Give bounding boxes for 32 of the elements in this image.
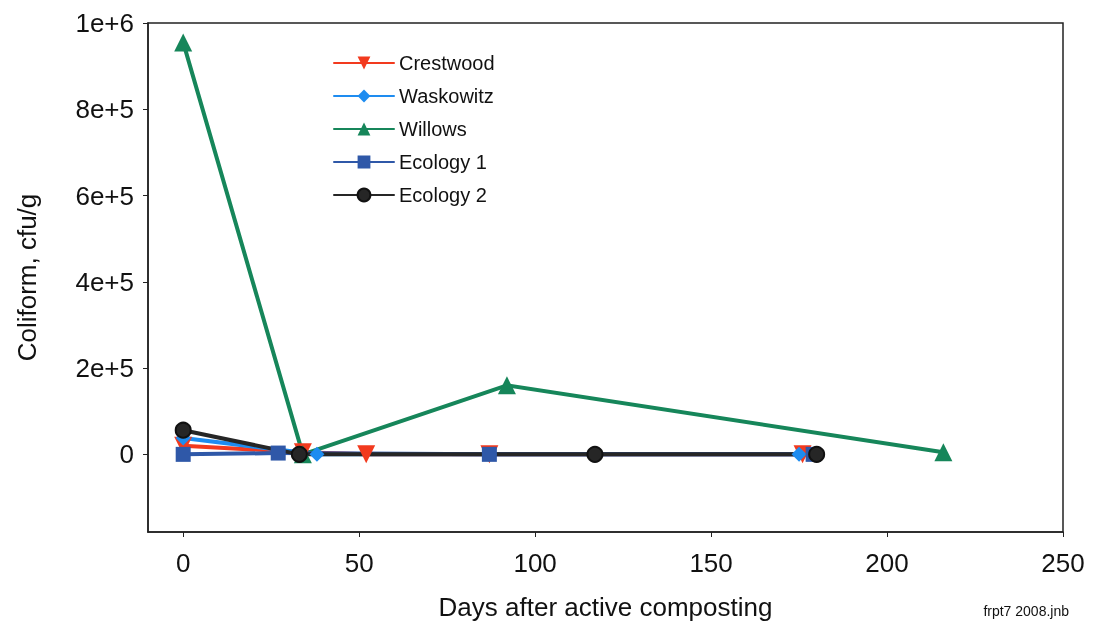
point (270, 445, 286, 461)
legend-label: Crestwood (399, 52, 495, 74)
legend-label: Waskowitz (399, 85, 494, 107)
x-tick-label: 100 (513, 548, 557, 578)
legend-label: Ecology 1 (399, 151, 487, 173)
y-tick-label: 0 (119, 439, 134, 470)
x-tick-label: 200 (865, 548, 909, 578)
point (174, 33, 193, 52)
x-tick-label: 250 (1041, 548, 1085, 578)
x-tick-label: 0 (175, 548, 191, 578)
y-tick-label: 4e+5 (75, 266, 134, 297)
legend-label: Ecology 2 (399, 184, 487, 206)
y-tick-label: 8e+5 (75, 94, 134, 125)
point (175, 446, 191, 462)
point (174, 421, 192, 439)
y-tick-label: 2e+5 (75, 353, 134, 384)
text: frpt7 2008.jnb (983, 603, 1070, 619)
point (290, 445, 308, 463)
y-tick-label: 1e+6 (75, 8, 134, 38)
point (357, 445, 376, 464)
point (586, 445, 604, 463)
point (791, 446, 807, 462)
point (808, 445, 826, 463)
y-tick-label: 6e+5 (75, 180, 134, 211)
y-axis-title: Coliform, cfu/g (12, 193, 42, 362)
x-axis-title: Days after active composting (438, 592, 773, 622)
point (934, 443, 953, 462)
legend-label: Willows (399, 118, 467, 140)
point (497, 376, 516, 395)
x-tick-label: 150 (689, 548, 733, 578)
point (309, 446, 325, 462)
x-tick-label: 50 (344, 548, 374, 578)
